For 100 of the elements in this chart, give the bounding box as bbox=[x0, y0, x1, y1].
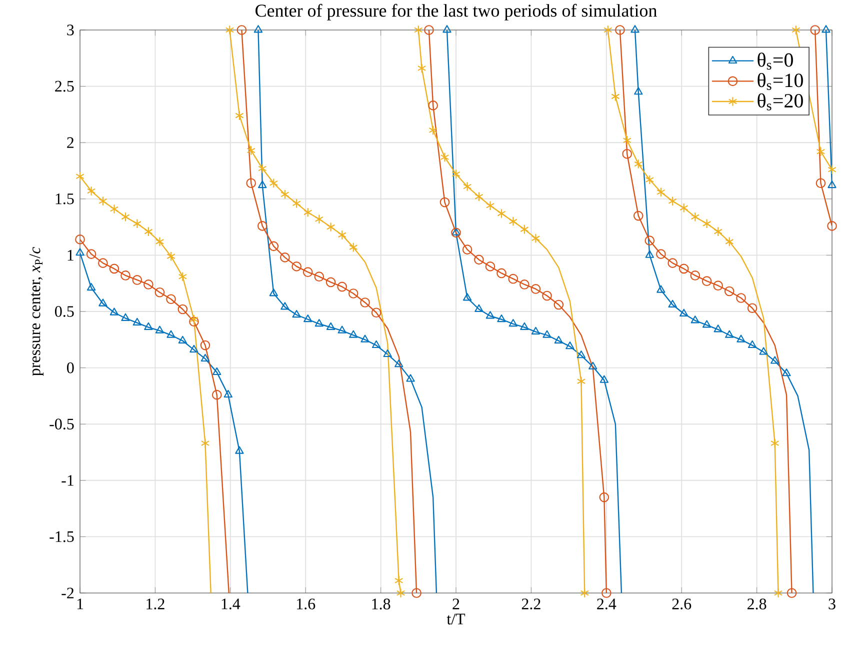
point bbox=[713, 280, 723, 291]
point bbox=[166, 294, 176, 304]
y-tick-label: -2 bbox=[62, 588, 74, 598]
point bbox=[508, 274, 518, 284]
point bbox=[424, 25, 434, 35]
point bbox=[246, 146, 256, 156]
legend-label: θ$_{s}$=10 bbox=[758, 72, 803, 90]
point bbox=[440, 152, 450, 162]
legend-label: θ$_{s}$=0 bbox=[758, 52, 793, 70]
x-tick-label: 1.2 bbox=[146, 598, 164, 610]
point bbox=[190, 314, 198, 324]
point bbox=[451, 228, 461, 238]
point bbox=[314, 214, 324, 224]
point bbox=[520, 224, 529, 234]
point bbox=[121, 212, 130, 222]
point bbox=[452, 169, 460, 180]
legend-label: θ$_{s}$=20 bbox=[758, 93, 803, 110]
point bbox=[724, 286, 734, 296]
y-tick-label: 1.5 bbox=[56, 194, 74, 204]
x-tick-label: 2.4 bbox=[597, 598, 616, 610]
point bbox=[417, 63, 426, 74]
point bbox=[668, 258, 678, 268]
y-tick-label: 1 bbox=[68, 250, 74, 260]
point bbox=[326, 222, 336, 232]
point bbox=[462, 182, 472, 192]
point bbox=[225, 25, 234, 35]
point bbox=[770, 438, 780, 448]
y-tick-label: 0 bbox=[67, 362, 74, 374]
x-tick-label: 2.8 bbox=[748, 598, 766, 610]
y-tick-label: 2 bbox=[67, 137, 74, 148]
point bbox=[496, 268, 506, 278]
point bbox=[337, 282, 347, 292]
point bbox=[258, 164, 267, 174]
point bbox=[810, 25, 820, 35]
point bbox=[668, 196, 677, 206]
point bbox=[656, 187, 666, 198]
point bbox=[292, 198, 301, 208]
point bbox=[280, 189, 290, 200]
point bbox=[144, 226, 153, 236]
point bbox=[690, 270, 700, 280]
x-tick-label: 1.8 bbox=[372, 598, 390, 610]
point bbox=[348, 288, 358, 298]
point bbox=[440, 197, 450, 208]
point bbox=[633, 210, 644, 221]
point bbox=[200, 438, 210, 448]
point bbox=[615, 25, 625, 35]
point bbox=[680, 202, 688, 213]
point bbox=[178, 304, 188, 314]
y-tick-label: -0.5 bbox=[50, 418, 74, 430]
point bbox=[828, 164, 836, 175]
point bbox=[414, 25, 423, 35]
point bbox=[827, 221, 837, 231]
point bbox=[280, 252, 290, 262]
y-tick-label: -1 bbox=[62, 475, 74, 486]
point bbox=[474, 192, 484, 202]
point bbox=[497, 208, 506, 218]
y-tick-label: -1.5 bbox=[50, 531, 74, 542]
point bbox=[98, 258, 108, 268]
point bbox=[622, 148, 632, 159]
point bbox=[508, 216, 518, 226]
point bbox=[166, 251, 176, 262]
point bbox=[144, 280, 154, 290]
point bbox=[412, 588, 422, 598]
point bbox=[702, 218, 712, 229]
point bbox=[428, 100, 438, 110]
x-tick-label: 1.4 bbox=[222, 598, 240, 610]
point bbox=[554, 300, 564, 310]
point bbox=[154, 287, 165, 298]
point bbox=[394, 576, 404, 586]
point bbox=[601, 588, 612, 598]
point bbox=[109, 264, 120, 274]
point bbox=[120, 270, 130, 280]
point bbox=[599, 492, 610, 502]
point bbox=[520, 280, 530, 290]
point bbox=[580, 588, 589, 598]
point bbox=[690, 212, 700, 222]
point bbox=[314, 272, 324, 282]
x-tick-label: 1.6 bbox=[297, 598, 316, 610]
point bbox=[360, 298, 370, 308]
point bbox=[302, 267, 313, 278]
point bbox=[132, 275, 142, 285]
y-tick-label: 0.5 bbox=[55, 306, 74, 317]
point bbox=[485, 262, 496, 272]
point bbox=[110, 204, 119, 214]
point bbox=[304, 207, 312, 218]
point bbox=[212, 390, 222, 400]
point bbox=[678, 264, 689, 274]
y-axis-title: pressure center, x$_{P}$/c bbox=[30, 247, 44, 376]
point bbox=[736, 293, 746, 303]
x-tick-label: 2.6 bbox=[672, 598, 692, 610]
point bbox=[349, 242, 358, 252]
point bbox=[622, 135, 632, 146]
point bbox=[645, 174, 654, 185]
point bbox=[76, 171, 84, 182]
point bbox=[634, 159, 643, 169]
point bbox=[530, 284, 541, 294]
point bbox=[576, 376, 586, 386]
point bbox=[792, 25, 800, 35]
point bbox=[98, 196, 108, 206]
point bbox=[462, 244, 472, 254]
